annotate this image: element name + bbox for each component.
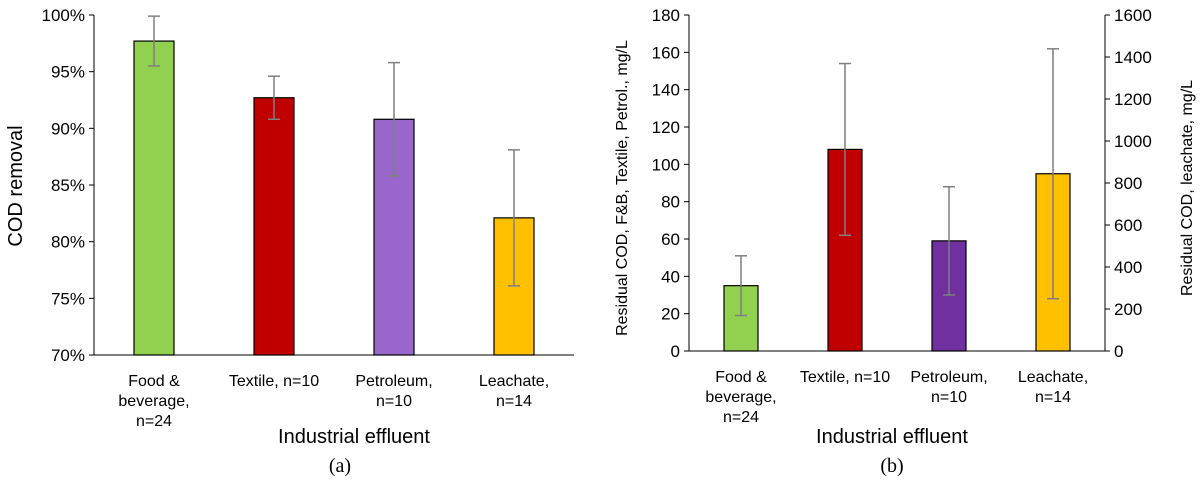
x-category-label-a: n=14: [496, 393, 532, 410]
bar-a: [253, 97, 295, 356]
x-category-label-a: Food &: [128, 373, 180, 390]
x-category-label-b: n=14: [1035, 389, 1071, 406]
y-tick-label-b: 100: [652, 155, 680, 174]
y-tick-label-a: 70%: [51, 346, 85, 365]
y-tick-label-right-b: 1000: [1114, 132, 1152, 151]
y-tick-label-right-b: 800: [1114, 174, 1142, 193]
y-tick-label-right-b: 0: [1114, 342, 1123, 361]
x-category-label-a: Textile, n=10: [229, 373, 319, 390]
y-tick-label-a: 80%: [51, 233, 85, 252]
bar-a: [133, 40, 175, 356]
y-tick-label-b: 180: [652, 6, 680, 25]
y-axis-title-b-right: Residual COD, leachate, mg/L: [1179, 80, 1196, 296]
y-tick-label-b: 40: [661, 267, 680, 286]
x-category-label-b: Textile, n=10: [800, 369, 890, 386]
x-category-label-b: n=10: [931, 389, 967, 406]
y-tick-label-b: 140: [652, 81, 680, 100]
x-axis-title-b: Industrial effluent: [816, 426, 968, 448]
y-tick-label-b: 60: [661, 230, 680, 249]
y-tick-label-a: 85%: [51, 176, 85, 195]
y-tick-label-b: 120: [652, 118, 680, 137]
y-tick-label-b: 0: [671, 342, 680, 361]
y-tick-label-right-b: 1200: [1114, 90, 1152, 109]
y-tick-label-right-b: 400: [1114, 258, 1142, 277]
y-tick-label-a: 90%: [51, 119, 85, 138]
y-tick-label-a: 100%: [42, 6, 85, 25]
x-category-label-a: beverage,: [118, 393, 189, 410]
x-category-label-b: Leachate,: [1018, 369, 1088, 386]
y-tick-label-right-b: 200: [1114, 300, 1142, 319]
y-tick-label-right-b: 600: [1114, 216, 1142, 235]
y-tick-label-a: 75%: [51, 289, 85, 308]
y-axis-title-b: Residual COD, F&B, Textile, Petrol., mg/…: [614, 40, 631, 336]
y-tick-label-right-b: 1600: [1114, 6, 1152, 25]
x-category-label-a: Petroleum,: [355, 373, 432, 390]
x-category-label-b: beverage,: [705, 389, 776, 406]
chart-panel-b: Residual COD, F&B, Textile, Petrol., mg/…: [614, 6, 1196, 477]
y-tick-label-right-b: 1400: [1114, 48, 1152, 67]
x-category-label-a: n=10: [376, 393, 412, 410]
x-axis-title-a: Industrial effluent: [278, 426, 430, 448]
panel-label-a: (a): [329, 455, 351, 477]
x-category-label-a: Leachate,: [479, 373, 549, 390]
y-axis-title-a: COD removal: [5, 125, 27, 246]
x-category-label-b: Food &: [715, 369, 767, 386]
y-tick-label-b: 20: [661, 305, 680, 324]
x-category-label-b: n=24: [723, 409, 759, 426]
x-category-label-b: Petroleum,: [910, 369, 987, 386]
y-tick-label-a: 95%: [51, 63, 85, 82]
y-tick-label-b: 160: [652, 43, 680, 62]
x-category-label-a: n=24: [136, 413, 172, 430]
y-tick-label-b: 80: [661, 193, 680, 212]
panel-label-b: (b): [880, 455, 903, 477]
chart-panel-a: COD removal Industrial effluent (a) 70% 7…: [5, 6, 574, 477]
